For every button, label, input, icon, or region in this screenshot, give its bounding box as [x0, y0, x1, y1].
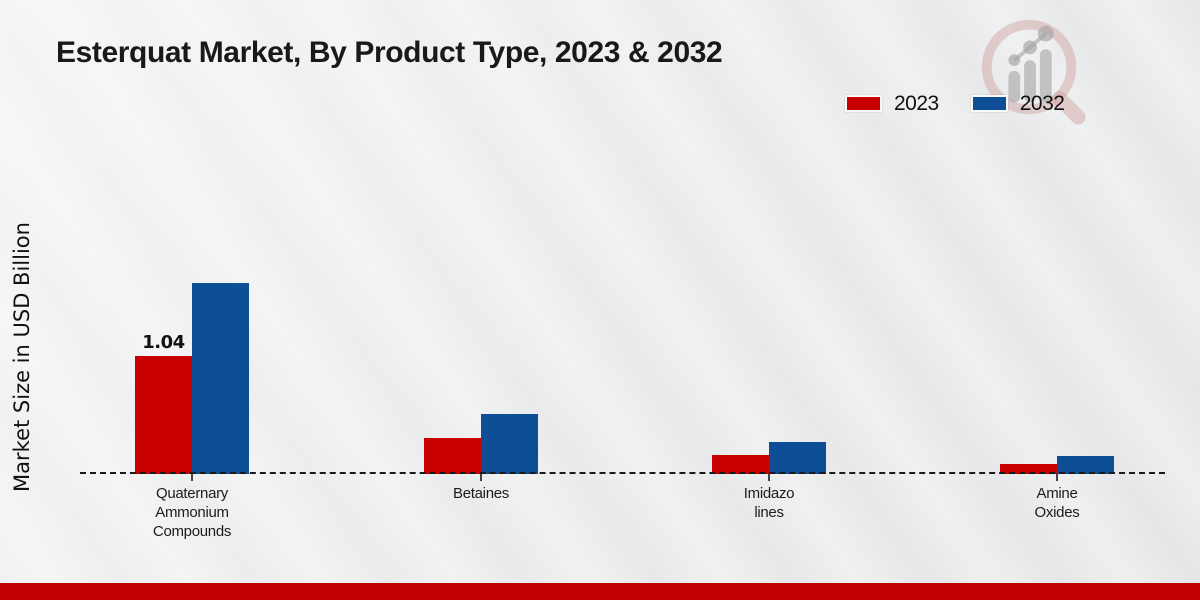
- legend-item-2032: 2032: [970, 92, 1065, 115]
- magnifier-bar-chart-icon: [981, 19, 1086, 125]
- mrfr-logo-watermark: [973, 8, 1091, 126]
- x-axis-baseline: [80, 472, 1165, 474]
- category-label-line: Oxides: [1034, 504, 1080, 521]
- bar-2032-4: [1057, 456, 1114, 474]
- bottom-accent-bar: [0, 583, 1200, 600]
- category-label: Imidazo lines: [689, 484, 849, 522]
- category-label-line: Ammonium: [155, 504, 229, 521]
- bar-2023-2: [424, 438, 481, 474]
- legend-swatch: [970, 95, 1008, 112]
- bar-2032-1: [192, 283, 249, 474]
- category-label-line: Compounds: [152, 523, 232, 540]
- legend-label: 2023: [894, 92, 939, 115]
- bar-2032-2: [481, 414, 538, 474]
- category-label-line: Betaines: [453, 485, 509, 502]
- legend-item-2023: 2023: [845, 93, 939, 114]
- x-axis-tick: [768, 474, 770, 481]
- chart-title: Esterquat Market, By Product Type, 2023 …: [56, 36, 723, 69]
- bar-2023-3: [712, 455, 769, 474]
- category-label: Quaternary Ammonium Compounds: [112, 484, 272, 541]
- category-label: Amine Oxides: [977, 484, 1137, 522]
- category-label-line: Amine: [1036, 485, 1078, 502]
- legend-label: 2032: [1019, 92, 1065, 115]
- chart-legend: 2023 2032: [845, 92, 1065, 115]
- bar-2023-4: [1000, 464, 1057, 474]
- x-axis-tick: [191, 474, 193, 481]
- category-label-line: Quaternary: [155, 485, 229, 502]
- x-axis-tick: [480, 474, 482, 481]
- bar-value-label: 1.04: [142, 332, 185, 353]
- category-label-line: lines: [754, 504, 784, 521]
- x-axis-tick: [1056, 474, 1058, 481]
- category-label-line: Imidazo: [743, 485, 795, 502]
- legend-swatch: [845, 95, 882, 112]
- category-label: Betaines: [401, 484, 561, 503]
- bar-2032-3: [769, 442, 826, 474]
- bar-2023-1: [135, 356, 192, 474]
